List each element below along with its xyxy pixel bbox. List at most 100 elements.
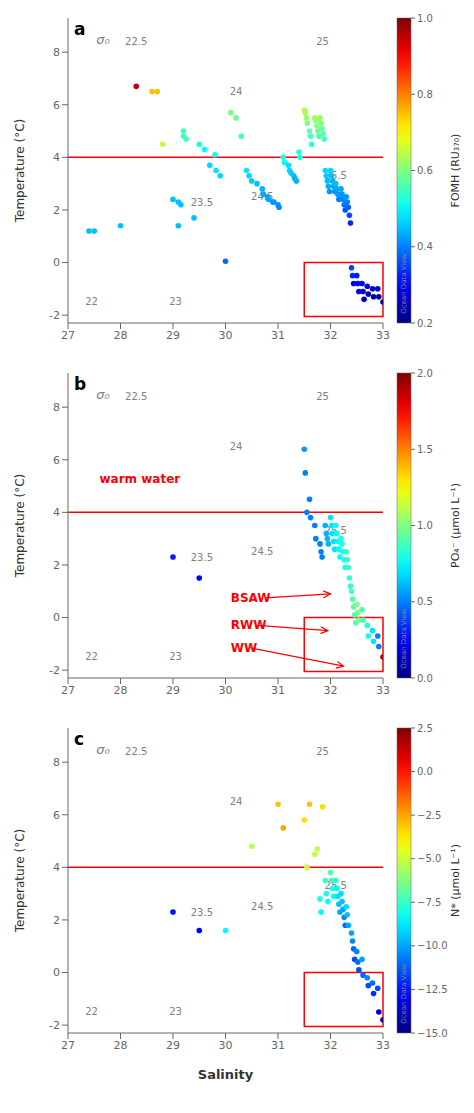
svg-text:28: 28	[114, 684, 128, 697]
svg-text:23: 23	[169, 296, 182, 307]
svg-text:4: 4	[53, 506, 60, 519]
svg-text:22.5: 22.5	[125, 391, 147, 402]
svg-text:Temperature (°C): Temperature (°C)	[13, 474, 27, 579]
svg-text:28: 28	[114, 329, 128, 342]
svg-text:30: 30	[219, 1039, 233, 1052]
svg-text:0.2: 0.2	[417, 318, 433, 329]
svg-text:24: 24	[230, 86, 243, 97]
svg-text:−12.5: −12.5	[417, 984, 448, 995]
svg-text:30: 30	[219, 684, 233, 697]
svg-text:25.5: 25.5	[324, 880, 347, 892]
svg-text:4: 4	[53, 861, 60, 874]
svg-text:31: 31	[271, 1039, 285, 1052]
svg-text:−5.0: −5.0	[417, 853, 441, 864]
svg-text:0.8: 0.8	[417, 89, 433, 100]
html-text:a: a	[74, 19, 86, 39]
svg-text:29: 29	[166, 1039, 180, 1052]
svg-text:27: 27	[61, 1039, 75, 1052]
svg-text:23: 23	[169, 1006, 182, 1017]
html-text:σ₀: σ₀	[96, 32, 110, 48]
svg-text:4: 4	[53, 151, 60, 164]
svg-text:−10.0: −10.0	[417, 940, 448, 951]
svg-text:0.5: 0.5	[417, 596, 433, 607]
svg-text:32: 32	[324, 329, 338, 342]
svg-text:Temperature (°C): Temperature (°C)	[13, 119, 27, 224]
svg-text:24.5: 24.5	[251, 901, 273, 912]
svg-text:1.0: 1.0	[417, 520, 433, 531]
svg-text:Ocean Data View: Ocean Data View	[400, 608, 408, 668]
svg-text:0.4: 0.4	[417, 241, 433, 252]
svg-text:WW: WW	[231, 641, 257, 655]
svg-text:-2: -2	[49, 1019, 60, 1032]
svg-text:0: 0	[53, 256, 60, 269]
svg-text:6: 6	[53, 809, 60, 822]
html-text:σ₀: σ₀	[96, 387, 110, 403]
svg-text:0: 0	[53, 966, 60, 979]
svg-text:22: 22	[85, 1006, 98, 1017]
svg-text:8: 8	[53, 756, 60, 769]
svg-text:25: 25	[316, 391, 329, 402]
svg-text:BSAW: BSAW	[231, 591, 271, 605]
svg-text:23.5: 23.5	[191, 552, 213, 563]
svg-text:Ocean Data View: Ocean Data View	[400, 963, 408, 1023]
svg-text:33: 33	[376, 684, 390, 697]
svg-text:22: 22	[85, 651, 98, 662]
svg-text:Salinity: Salinity	[198, 1067, 254, 1082]
svg-text:6: 6	[53, 454, 60, 467]
svg-text:0.6: 0.6	[417, 165, 433, 176]
svg-text:N* (μmol L⁻¹): N* (μmol L⁻¹)	[449, 844, 462, 917]
svg-text:25: 25	[316, 746, 329, 757]
html-text:σ₀: σ₀	[96, 742, 110, 758]
svg-text:2.5: 2.5	[417, 723, 433, 734]
svg-text:-2: -2	[49, 309, 60, 322]
svg-text:30: 30	[219, 329, 233, 342]
svg-text:31: 31	[271, 684, 285, 697]
svg-text:25.5: 25.5	[324, 525, 347, 537]
svg-text:PO₄⁻ (μmol L⁻¹): PO₄⁻ (μmol L⁻¹)	[449, 483, 462, 568]
svg-text:Temperature (°C): Temperature (°C)	[13, 829, 27, 934]
svg-text:0.0: 0.0	[417, 766, 433, 777]
svg-text:24.5: 24.5	[251, 546, 273, 557]
svg-text:24: 24	[230, 441, 243, 452]
svg-text:warm water: warm water	[100, 472, 181, 486]
svg-text:23.5: 23.5	[191, 197, 213, 208]
svg-text:27: 27	[61, 329, 75, 342]
svg-text:24: 24	[230, 796, 243, 807]
svg-text:FOMH (RU₃₇₀): FOMH (RU₃₇₀)	[449, 134, 462, 208]
svg-text:28: 28	[114, 1039, 128, 1052]
svg-text:29: 29	[166, 329, 180, 342]
svg-text:32: 32	[324, 1039, 338, 1052]
svg-text:-2: -2	[49, 664, 60, 677]
svg-text:23: 23	[169, 651, 182, 662]
svg-text:33: 33	[376, 329, 390, 342]
svg-text:2: 2	[53, 914, 60, 927]
svg-text:24.5: 24.5	[251, 191, 273, 202]
svg-text:8: 8	[53, 401, 60, 414]
svg-text:29: 29	[166, 684, 180, 697]
svg-text:0: 0	[53, 611, 60, 624]
svg-text:22.5: 22.5	[125, 36, 147, 47]
svg-text:27: 27	[61, 684, 75, 697]
svg-text:2.0: 2.0	[417, 368, 433, 379]
svg-text:32: 32	[324, 684, 338, 697]
svg-text:2: 2	[53, 559, 60, 572]
svg-text:6: 6	[53, 99, 60, 112]
svg-text:31: 31	[271, 329, 285, 342]
svg-text:1.5: 1.5	[417, 444, 433, 455]
svg-text:25.5: 25.5	[324, 170, 347, 182]
svg-text:−15.0: −15.0	[417, 1028, 448, 1039]
svg-text:Ocean Data View: Ocean Data View	[400, 253, 408, 313]
svg-text:25: 25	[316, 36, 329, 47]
svg-text:33: 33	[376, 1039, 390, 1052]
svg-text:RWW: RWW	[231, 618, 267, 632]
svg-text:−2.5: −2.5	[417, 810, 441, 821]
svg-text:1.0: 1.0	[417, 13, 433, 24]
svg-text:22: 22	[85, 296, 98, 307]
svg-text:−7.5: −7.5	[417, 897, 441, 908]
svg-text:23.5: 23.5	[191, 907, 213, 918]
svg-text:2: 2	[53, 204, 60, 217]
html-text:b: b	[74, 374, 87, 394]
svg-text:8: 8	[53, 46, 60, 59]
svg-text:22.5: 22.5	[125, 746, 147, 757]
svg-text:0.0: 0.0	[417, 673, 433, 684]
